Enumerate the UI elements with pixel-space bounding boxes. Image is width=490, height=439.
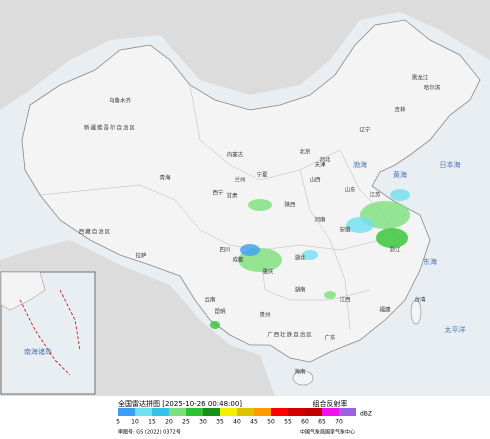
place-label: 江苏 [369,191,381,199]
place-label: 山东 [344,186,356,194]
legend-label: 15 [148,419,156,426]
legend-label: 30 [199,419,207,426]
legend-swatch [186,408,203,416]
place-label: 陕西 [284,201,296,209]
legend-swatch [254,408,271,416]
legend-swatch [203,408,220,416]
place-label: 昆明 [214,309,226,316]
place-label: 江西 [339,297,351,304]
legend-label: 35 [216,419,224,426]
legend-swatch [322,408,339,416]
place-label: 贵州 [259,311,270,319]
legend-label: 70 [335,419,343,426]
place-label: 河南 [314,216,326,224]
legend-label: 60 [301,419,309,426]
place-label: 浙江 [389,246,401,254]
legend-label: 45 [250,419,258,426]
place-label: 南海诸岛 [24,347,52,356]
place-label: 甘肃 [226,192,238,200]
place-label: 西藏自治区 [79,228,112,236]
neighbor-land [0,0,490,110]
product-name: 组合反射率 [313,399,348,408]
legend-swatch [220,408,237,416]
place-label: 黑龙江 [412,74,429,82]
place-label: 广东 [324,334,336,342]
inset-land [0,271,46,311]
place-label: 福建 [379,306,391,314]
approval-number: 审图号: GS (2022) 0372号 [118,429,181,436]
legend-title: 全国雷达拼图 [2025-10-26 00:48:00] [118,399,242,408]
legend-swatch [169,408,186,416]
legend-swatch [305,408,322,416]
place-label: 哈尔滨 [424,84,441,92]
legend-swatch [135,408,152,416]
legend-swatch [339,408,356,416]
place-label: 海南 [294,368,306,376]
place-label: 乌鲁木齐 [109,97,132,105]
place-label: 成都 [232,256,244,264]
place-label: 山西 [309,176,321,184]
place-label: 辽宁 [359,126,371,134]
inset-boundary [19,289,81,376]
place-label: 太平洋 [445,325,466,334]
legend-label: 25 [182,419,190,426]
radar-echoes [210,189,410,329]
place-label: 渤海 [353,160,367,169]
place-label: 兰州 [234,176,245,184]
place-label: 云南 [204,296,216,304]
legend-swatch [288,408,305,416]
legend-label: 10 [131,419,139,426]
china-outline [21,19,481,363]
place-label: 西宁 [212,189,224,197]
legend-panel [0,396,490,439]
taiwan [410,299,422,325]
hainan [292,370,314,386]
legend-label: 50 [267,419,275,426]
legend-label: 5 [116,419,120,426]
place-label: 宁夏 [256,171,268,179]
place-label: 青海 [159,174,171,182]
legend-swatch [118,408,135,416]
place-label: 吉林 [394,106,406,114]
place-label: 台湾 [414,296,426,304]
legend-label: 40 [233,419,241,426]
place-label: 安徽 [339,226,351,234]
legend-swatch [237,408,254,416]
legend-label: 65 [318,419,326,426]
place-label: 重庆 [262,268,274,276]
place-label: 湖北 [294,254,306,262]
place-label: 四川 [219,247,230,254]
place-label: 内蒙古 [227,151,244,159]
place-label: 北京 [299,148,311,156]
place-label: 河北 [319,156,331,164]
legend-label: 55 [284,419,292,426]
place-label: 东海 [423,257,437,266]
legend-swatch [271,408,288,416]
legend-label: 20 [165,419,173,426]
place-label: 拉萨 [135,252,147,260]
place-label: 新疆维吾尔自治区 [84,124,136,132]
place-label: 天津 [314,162,326,169]
unit: dBZ [360,411,372,418]
legend-swatch [152,408,169,416]
place-label: 湖南 [294,286,306,294]
place-label: 日本海 [440,160,461,169]
place-label: 黄海 [393,170,407,179]
place-label: 广西壮族自治区 [267,331,313,339]
source: 中国气象局国家气象中心 [300,429,355,436]
